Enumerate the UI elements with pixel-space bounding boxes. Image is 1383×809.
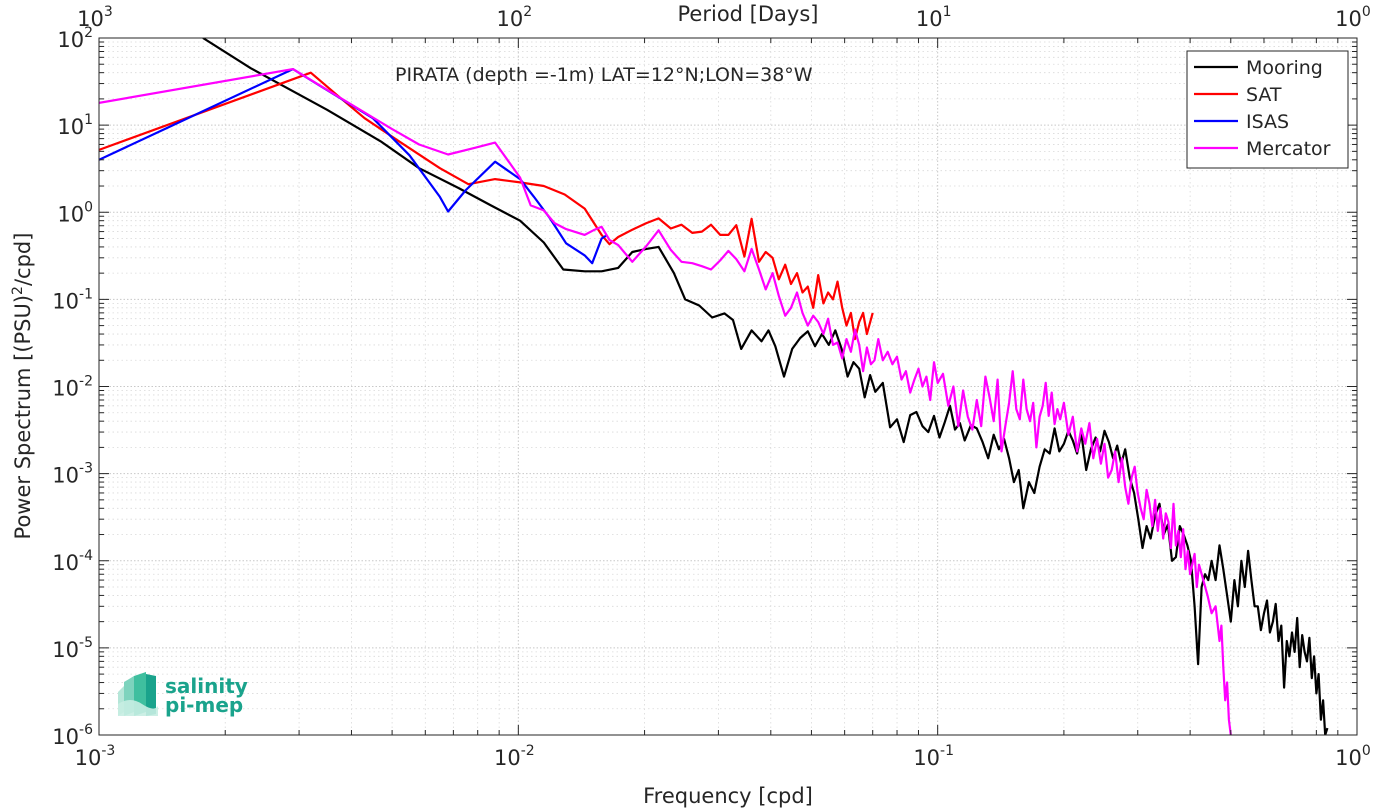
logo-mark-icon bbox=[118, 672, 158, 716]
salinity-pi-mep-logo: salinity pi-mep bbox=[118, 672, 248, 717]
y-tick-exp: -6 bbox=[79, 722, 93, 738]
y-tick-base: 10 bbox=[57, 28, 84, 52]
y-tick-base: 10 bbox=[52, 725, 79, 749]
y-tick-label: 10-4 bbox=[52, 548, 93, 575]
y-tick-label: 10-1 bbox=[52, 286, 93, 313]
y-tick-label: 10-6 bbox=[52, 722, 93, 749]
y-tick-exp: -4 bbox=[79, 548, 93, 564]
x-tick-base: 10 bbox=[913, 746, 940, 770]
series-line-isas bbox=[99, 68, 608, 265]
y-tick-label: 10-3 bbox=[52, 461, 93, 488]
top-tick-label: 100 bbox=[1335, 4, 1371, 31]
axis-ticks bbox=[98, 37, 1358, 736]
top-tick-exp: 3 bbox=[104, 4, 113, 20]
y-axis-label-sup: 2 bbox=[10, 286, 26, 295]
y-axis-label-end: /cpd] bbox=[11, 233, 35, 286]
y-tick-exp: 1 bbox=[84, 112, 93, 128]
top-tick-label: 103 bbox=[77, 4, 113, 31]
y-tick-label: 10-5 bbox=[52, 635, 93, 662]
x-tick-base: 10 bbox=[75, 746, 102, 770]
top-tick-exp: 0 bbox=[1362, 4, 1371, 20]
y-tick-base: 10 bbox=[52, 551, 79, 575]
y-tick-label: 100 bbox=[57, 199, 93, 226]
chart-title: PIRATA (depth =-1m) LAT=12°N;LON=38°W bbox=[395, 64, 813, 86]
top-tick-exp: 2 bbox=[523, 4, 532, 20]
x-tick-base: 10 bbox=[494, 746, 521, 770]
y-tick-base: 10 bbox=[52, 377, 79, 401]
series-lines bbox=[99, 38, 1329, 735]
x-tick-exp: -1 bbox=[940, 743, 954, 759]
y-tick-label: 10-2 bbox=[52, 374, 93, 401]
y-axis-label-main: Power Spectrum [(PSU) bbox=[11, 295, 35, 540]
legend-label-mercator: Mercator bbox=[1246, 138, 1331, 160]
top-tick-label: 102 bbox=[497, 4, 533, 31]
x-tick-label: 10-1 bbox=[913, 743, 954, 770]
legend-label-mooring: Mooring bbox=[1246, 57, 1323, 79]
top-tick-base: 10 bbox=[497, 7, 524, 31]
y-tick-base: 10 bbox=[57, 202, 84, 226]
top-tick-base: 10 bbox=[916, 7, 943, 31]
x-tick-base: 10 bbox=[1335, 746, 1362, 770]
y-tick-exp: -1 bbox=[79, 286, 93, 302]
x-tick-exp: 0 bbox=[1362, 743, 1371, 759]
top-tick-base: 10 bbox=[1335, 7, 1362, 31]
y-tick-base: 10 bbox=[52, 638, 79, 662]
logo-text-salinity: salinity bbox=[165, 674, 248, 698]
x-tick-label: 10-3 bbox=[75, 743, 116, 770]
series-line-mercator bbox=[99, 68, 1232, 735]
legend: Mooring SAT ISAS Mercator bbox=[1186, 50, 1349, 169]
series-line-sat bbox=[99, 71, 874, 341]
grid-lines bbox=[98, 37, 1358, 736]
x-tick-exp: -2 bbox=[521, 743, 535, 759]
top-tick-base: 10 bbox=[77, 7, 104, 31]
y-tick-label: 102 bbox=[57, 25, 93, 52]
top-tick-exp: 1 bbox=[943, 4, 952, 20]
top-axis-label: Period [Days] bbox=[678, 2, 819, 26]
y-axis-label: Power Spectrum [(PSU)2/cpd] bbox=[10, 233, 35, 540]
x-tick-label: 100 bbox=[1335, 743, 1371, 770]
x-tick-exp: -3 bbox=[101, 743, 115, 759]
y-tick-exp: -5 bbox=[79, 635, 93, 651]
y-tick-exp: 2 bbox=[84, 25, 93, 41]
y-tick-exp: -3 bbox=[79, 461, 93, 477]
legend-label-isas: ISAS bbox=[1246, 111, 1289, 133]
y-tick-base: 10 bbox=[52, 289, 79, 313]
logo-text-pi-mep: pi-mep bbox=[165, 693, 243, 717]
y-tick-exp: 0 bbox=[84, 199, 93, 215]
legend-label-sat: SAT bbox=[1246, 84, 1282, 106]
plot-frame bbox=[98, 37, 1358, 736]
y-tick-base: 10 bbox=[57, 115, 84, 139]
top-tick-label: 101 bbox=[916, 4, 952, 31]
series-line-mooring bbox=[202, 38, 1329, 735]
x-axis-label: Frequency [cpd] bbox=[643, 784, 813, 808]
y-tick-exp: -2 bbox=[79, 374, 93, 390]
x-tick-label: 10-2 bbox=[494, 743, 535, 770]
y-tick-base: 10 bbox=[52, 464, 79, 488]
y-tick-label: 101 bbox=[57, 112, 93, 139]
